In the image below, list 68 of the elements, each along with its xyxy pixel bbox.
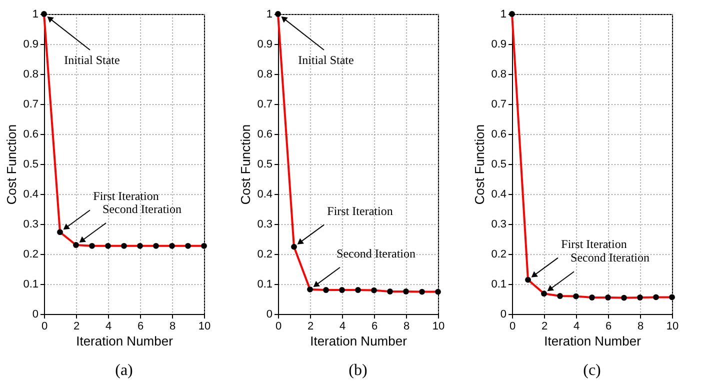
x-tick-label: 0 bbox=[509, 320, 516, 332]
x-tick-label: 8 bbox=[403, 320, 410, 332]
y-tick-label: 1 bbox=[266, 8, 272, 20]
x-tick-label: 6 bbox=[371, 320, 378, 332]
y-tick-label: 0.4 bbox=[491, 188, 506, 200]
y-tick-label: 0.9 bbox=[23, 38, 38, 50]
x-tick-label: 0 bbox=[275, 320, 282, 332]
annotation: Initial State bbox=[298, 53, 354, 67]
x-tick-label: 8 bbox=[169, 320, 176, 332]
y-tick-label: 0.6 bbox=[491, 128, 506, 140]
annotation: Initial State bbox=[64, 53, 120, 67]
y-tick-label: 0.2 bbox=[491, 248, 506, 260]
y-tick-label: 0 bbox=[32, 308, 38, 320]
y-tick-label: 0.3 bbox=[257, 218, 272, 230]
y-tick-label: 1 bbox=[32, 8, 38, 20]
x-tick-label: 2 bbox=[541, 320, 548, 332]
annotation: First Iteration bbox=[93, 189, 159, 204]
annotation: Second Iteration bbox=[336, 246, 416, 260]
y-tick-label: 0 bbox=[500, 308, 506, 320]
y-tick-label: 0.2 bbox=[23, 248, 38, 260]
x-tick-label: 4 bbox=[339, 320, 346, 332]
y-tick-label: 0.1 bbox=[491, 278, 506, 290]
x-tick-label: 6 bbox=[605, 320, 612, 332]
annotation: Second Iteration bbox=[102, 202, 182, 216]
annotation: First Iteration bbox=[561, 236, 627, 251]
x-tick-label: 2 bbox=[73, 320, 80, 332]
y-tick-label: 0.6 bbox=[257, 128, 272, 140]
annotation: First Iteration bbox=[327, 204, 393, 218]
x-tick-label: 2 bbox=[307, 320, 314, 332]
x-tick-label: 10 bbox=[198, 320, 211, 332]
x-tick-label: 8 bbox=[637, 320, 644, 332]
y-tick-label: 0.3 bbox=[23, 218, 38, 230]
x-tick-label: 6 bbox=[137, 320, 144, 332]
y-tick-label: 0.8 bbox=[491, 68, 506, 80]
y-tick-label: 0.5 bbox=[257, 158, 272, 170]
annotation: Second Iteration bbox=[570, 250, 650, 265]
y-tick-label: 0.8 bbox=[23, 68, 38, 80]
y-tick-label: 0.9 bbox=[257, 38, 272, 50]
y-tick-label: 0.7 bbox=[491, 98, 506, 110]
x-tick-label: 10 bbox=[432, 320, 445, 332]
x-tick-label: 4 bbox=[573, 320, 580, 332]
y-tick-label: 0 bbox=[266, 308, 272, 320]
x-axis-title: Iteration Number bbox=[76, 334, 174, 348]
y-tick-label: 0.2 bbox=[257, 248, 272, 260]
text: (a) bbox=[115, 362, 133, 379]
y-tick-label: 0.7 bbox=[257, 98, 272, 110]
y-tick-label: 0.6 bbox=[23, 128, 38, 140]
y-tick-label: 0.5 bbox=[491, 158, 506, 170]
x-axis-title: Iteration Number bbox=[544, 334, 642, 348]
text: (b) bbox=[348, 362, 368, 379]
x-axis-title: Iteration Number bbox=[310, 334, 408, 348]
x-tick-label: 4 bbox=[105, 320, 112, 332]
y-tick-label: 0.1 bbox=[23, 278, 38, 290]
text: (c) bbox=[583, 362, 601, 379]
y-tick-label: 0.1 bbox=[257, 278, 272, 290]
y-axis-title: Cost Function bbox=[4, 124, 20, 205]
y-tick-label: 1 bbox=[500, 8, 506, 20]
y-tick-label: 0.4 bbox=[257, 188, 272, 200]
y-tick-label: 0.4 bbox=[23, 188, 38, 200]
y-tick-label: 0.5 bbox=[23, 158, 38, 170]
y-axis-title: Cost Function bbox=[472, 124, 488, 205]
y-tick-label: 0.3 bbox=[491, 218, 506, 230]
y-tick-label: 0.7 bbox=[23, 98, 38, 110]
y-tick-label: 0.9 bbox=[491, 38, 506, 50]
y-tick-label: 0.8 bbox=[257, 68, 272, 80]
x-tick-label: 0 bbox=[41, 320, 48, 332]
x-tick-label: 10 bbox=[666, 320, 679, 332]
y-axis-title: Cost Function bbox=[238, 124, 254, 205]
